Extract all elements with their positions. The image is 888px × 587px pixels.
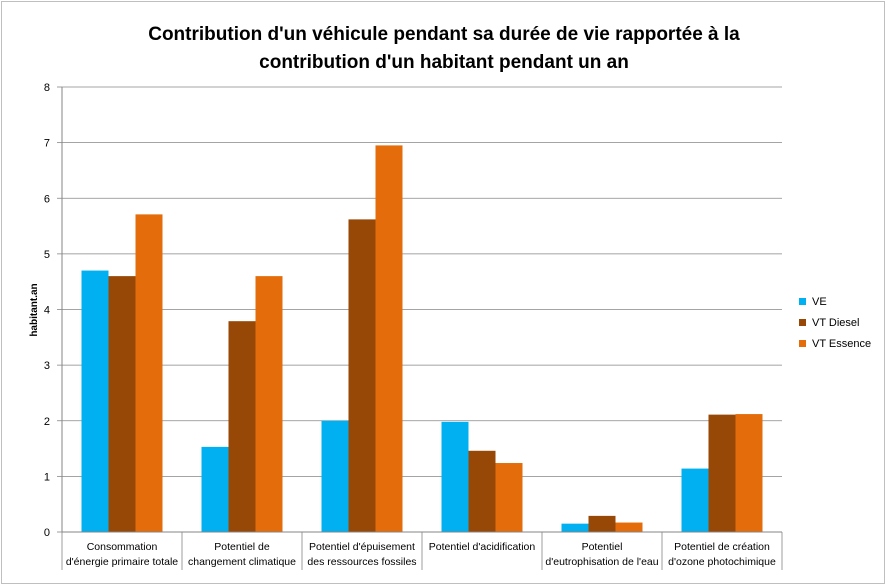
bar-vt-diesel — [228, 321, 256, 532]
legend-label: VT Diesel — [812, 317, 859, 329]
y-tick-label: 5 — [44, 249, 50, 261]
category-label: d'ozone photochimique — [668, 556, 776, 568]
y-tick-label: 8 — [44, 82, 50, 94]
legend-swatch — [799, 340, 806, 347]
bar-vt-diesel — [108, 276, 136, 532]
y-tick-label: 0 — [44, 527, 50, 539]
category-labels: Consommation d'énergie primaire totale Pot… — [61, 532, 783, 570]
category-label: Potentiel — [582, 541, 623, 553]
legend-label: VT Essence — [812, 338, 871, 350]
category-label: d'énergie primaire totale — [66, 556, 178, 568]
legend: VE VT Diesel VT Essence — [799, 296, 871, 350]
y-tick-label: 7 — [44, 138, 50, 150]
category-label: Potentiel de création — [674, 541, 770, 553]
bar-ve — [681, 468, 709, 532]
category-label: changement climatique — [188, 556, 296, 568]
category-label: Consommation — [87, 541, 158, 553]
y-tick-label: 6 — [44, 193, 50, 205]
category-label: des ressources fossiles — [307, 556, 416, 568]
bar-ve — [201, 446, 229, 532]
y-axis-ticks: 0 1 2 3 4 5 6 7 8 — [44, 82, 62, 539]
bar-ve — [321, 420, 349, 532]
y-tick-label: 1 — [44, 471, 50, 483]
category-label: Potentiel d'acidification — [429, 541, 536, 553]
bar-vt-essence — [495, 463, 523, 532]
y-tick-label: 3 — [44, 360, 50, 372]
bar-vt-essence — [135, 214, 163, 532]
grid-lines — [62, 86, 782, 533]
bar-vt-essence — [615, 522, 643, 532]
category-label: Potentiel d'épuisement — [309, 541, 415, 553]
bar-vt-essence — [735, 414, 763, 532]
bar-vt-diesel — [588, 515, 616, 532]
bar-ve — [81, 270, 109, 532]
chart-title-line-2: contribution d'un habitant pendant un an — [259, 52, 629, 73]
category-label: Potentiel de — [214, 541, 270, 553]
bars — [81, 145, 763, 532]
bar-ve — [441, 421, 469, 532]
bar-vt-diesel — [468, 450, 496, 532]
bar-vt-diesel — [708, 414, 736, 532]
legend-swatch — [799, 319, 806, 326]
bar-vt-essence — [255, 276, 283, 532]
bar-vt-diesel — [348, 219, 376, 532]
legend-swatch — [799, 298, 806, 305]
legend-label: VE — [812, 296, 827, 308]
bar-ve — [561, 523, 589, 532]
chart-title-line-1: Contribution d'un véhicule pendant sa du… — [148, 24, 740, 45]
category-label: d'eutrophisation de l'eau — [545, 556, 658, 568]
bar-vt-essence — [375, 145, 403, 532]
y-axis-label: habitant.an — [29, 283, 40, 336]
y-tick-label: 4 — [44, 305, 50, 317]
y-tick-label: 2 — [44, 416, 50, 428]
